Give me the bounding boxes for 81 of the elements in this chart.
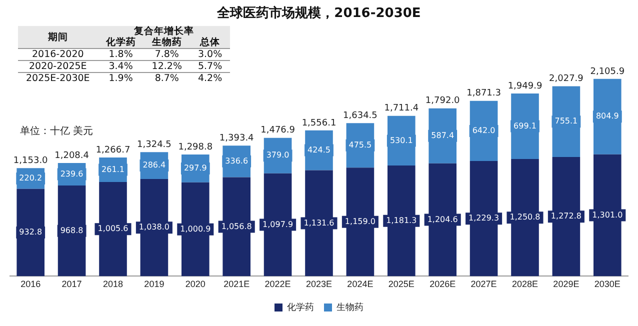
- data-label: 530.1: [390, 136, 413, 145]
- text: 2016-2020: [18, 48, 98, 60]
- text: 2020-2025E: [18, 60, 98, 72]
- text: 7.8%: [144, 48, 190, 60]
- data-label: 286.4: [142, 160, 166, 170]
- data-label: 336.6: [225, 156, 248, 166]
- data-label: 755.1: [554, 116, 578, 126]
- text: 总体: [190, 37, 230, 48]
- data-label: 968.8: [60, 226, 84, 235]
- chart-title: 全球医药市场规模，2016-2030E: [216, 4, 422, 22]
- data-label: 379.0: [266, 150, 290, 160]
- data-label: 587.4: [431, 130, 454, 140]
- data-label: 804.9: [596, 112, 619, 121]
- x-tick-label: 2028E: [512, 279, 538, 290]
- annotation: 1.9%: [98, 72, 144, 84]
- total-label: 2,027.9: [549, 74, 584, 84]
- x-tick-label: 2016: [20, 279, 41, 290]
- annotation: 单位：十亿 美元: [20, 124, 94, 138]
- text: 化学药: [98, 37, 144, 48]
- annotation: 8.7%: [144, 72, 190, 84]
- data-label: 932.8: [19, 228, 42, 237]
- text: 1.8%: [98, 48, 144, 60]
- x-tick-label: 2027E: [470, 279, 497, 290]
- annotation: 4.2%: [190, 72, 230, 84]
- total-label: 1,324.5: [137, 140, 172, 150]
- data-label: 1,131.6: [304, 218, 334, 228]
- x-tick-label: 2020: [185, 279, 206, 290]
- total-label: 2,105.9: [590, 66, 625, 77]
- text: 3.4%: [98, 60, 144, 72]
- legend-label: 生物药: [336, 302, 364, 312]
- text: 生物药: [144, 37, 190, 48]
- data-label: 220.2: [19, 174, 42, 183]
- text: 3.0%: [190, 48, 230, 60]
- total-label: 1,298.8: [178, 142, 213, 152]
- data-label: 239.6: [60, 169, 84, 178]
- annotation: 2025E-2030E: [18, 72, 98, 84]
- total-label: 1,393.4: [219, 134, 254, 144]
- data-label: 1,056.8: [221, 222, 252, 231]
- data-label: 1,159.0: [344, 216, 376, 226]
- total-label: 1,949.9: [508, 81, 542, 92]
- total-label: 1,153.0: [13, 156, 48, 166]
- data-label: 1,005.6: [98, 224, 128, 234]
- text: 5.7%: [190, 60, 230, 72]
- data-label: 424.5: [308, 145, 330, 154]
- x-tick-label: 2017: [62, 279, 82, 290]
- data-label: 1,204.6: [427, 214, 458, 224]
- total-label: 1,208.4: [54, 150, 90, 161]
- data-label: 261.1: [102, 164, 124, 174]
- x-tick-label: 2029E: [553, 279, 580, 290]
- data-label: 642.0: [472, 126, 496, 136]
- text: 复合年增长率: [98, 26, 230, 37]
- data-label: 699.1: [514, 121, 536, 130]
- total-label: 1,634.5: [343, 110, 378, 121]
- data-label: 1,038.0: [138, 222, 170, 232]
- total-label: 1,556.1: [302, 118, 336, 128]
- total-label: 1,266.7: [96, 145, 130, 156]
- legend-label: 化学药: [287, 302, 314, 312]
- x-tick-label: 2025E: [388, 279, 414, 290]
- data-label: 1,250.8: [510, 212, 540, 222]
- x-tick-label: 2019: [144, 279, 164, 290]
- x-tick-label: 2024E: [347, 279, 374, 290]
- total-label: 1,871.3: [466, 88, 501, 99]
- data-label: 475.5: [348, 140, 372, 150]
- data-label: 1,272.8: [550, 212, 582, 221]
- x-tick-label: 2021E: [224, 279, 250, 290]
- total-label: 1,476.9: [260, 126, 296, 136]
- x-tick-label: 2022E: [264, 279, 291, 290]
- x-tick-label: 2030E: [594, 279, 620, 290]
- x-tick-label: 2023E: [306, 279, 332, 290]
- data-label: 1,181.3: [386, 216, 417, 225]
- total-label: 1,711.4: [384, 104, 419, 114]
- x-tick-label: 2018: [102, 279, 124, 290]
- data-label: 297.9: [184, 164, 207, 173]
- total-label: 1,792.0: [425, 96, 460, 106]
- data-label: 1,000.9: [180, 224, 211, 234]
- text: 期间: [18, 26, 98, 48]
- x-tick-label: 2026E: [430, 279, 456, 290]
- text: 12.2%: [144, 60, 190, 72]
- data-label: 1,097.9: [262, 220, 294, 229]
- data-label: 1,301.0: [592, 210, 623, 220]
- data-label: 1,229.3: [468, 214, 500, 223]
